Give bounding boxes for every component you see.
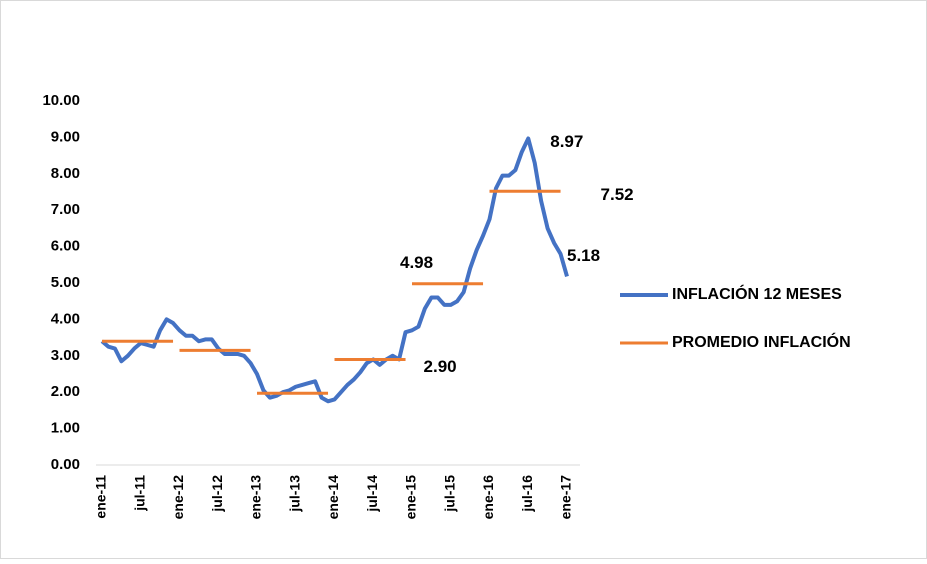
x-tick-label: ene-12 [170, 475, 186, 520]
y-tick-label: 3.00 [51, 347, 80, 364]
y-tick-label: 9.00 [51, 128, 80, 145]
data-label: 8.97 [550, 132, 583, 151]
x-tick-label: ene-16 [480, 475, 496, 520]
x-tick-label: jul-15 [441, 475, 457, 513]
y-tick-label: 7.00 [51, 201, 80, 218]
x-tick-label: ene-13 [248, 475, 264, 520]
y-tick-label: 2.00 [51, 383, 80, 400]
x-tick-label: jul-12 [209, 475, 225, 513]
inflation-line [100, 136, 569, 404]
x-tick-label: ene-14 [325, 475, 341, 520]
x-tick-label: ene-11 [93, 475, 109, 519]
x-tick-label: jul-16 [519, 475, 535, 513]
x-tick-label: ene-17 [558, 475, 574, 520]
y-tick-label: 0.00 [51, 456, 80, 473]
x-tick-label: jul-14 [364, 475, 380, 513]
y-tick-label: 10.00 [42, 92, 80, 109]
data-label: 7.52 [601, 185, 634, 204]
x-tick-label: ene-15 [403, 475, 419, 520]
y-tick-label: 6.00 [51, 238, 80, 255]
x-tick-label: jul-13 [286, 475, 302, 513]
data-label: 4.98 [400, 253, 433, 272]
y-tick-label: 1.00 [51, 420, 80, 437]
y-tick-label: 8.00 [51, 165, 80, 182]
y-tick-label: 4.00 [51, 310, 80, 327]
y-tick-label: 5.00 [51, 274, 80, 291]
legend-label: PROMEDIO INFLACIÓN [672, 332, 851, 351]
x-tick-label: jul-11 [131, 475, 147, 512]
legend-label: INFLACIÓN 12 MESES [672, 284, 842, 303]
data-label: 2.90 [424, 357, 457, 376]
data-label: 5.18 [567, 246, 600, 265]
